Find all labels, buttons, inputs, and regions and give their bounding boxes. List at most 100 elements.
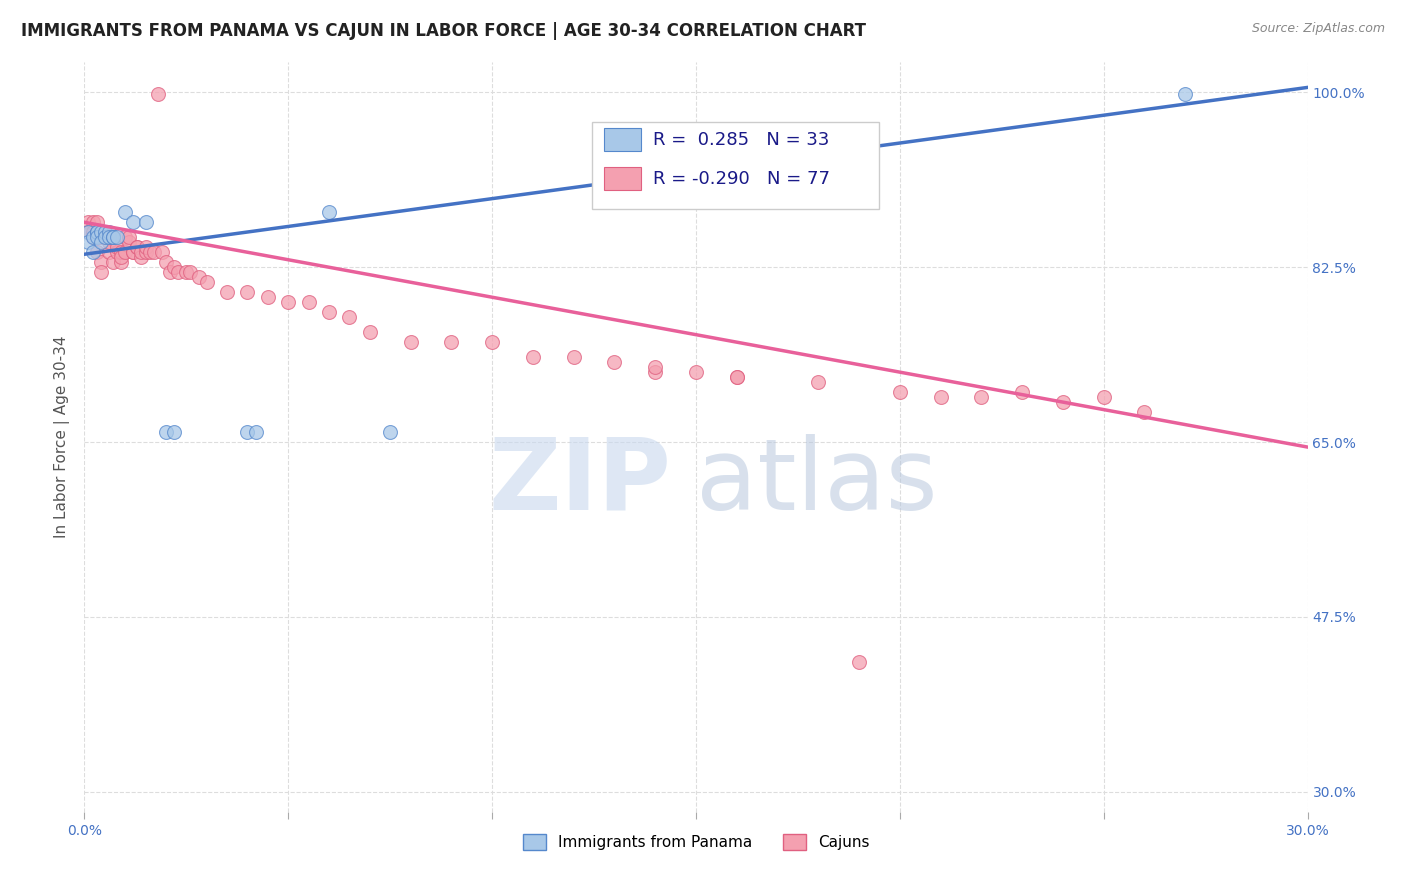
- Point: [685, 365, 707, 379]
- Point: [93, 230, 115, 244]
- Point: [97, 245, 120, 260]
- Point: [159, 265, 181, 279]
- Point: [135, 245, 157, 260]
- Point: [127, 240, 149, 254]
- Point: [97, 225, 120, 239]
- Point: [93, 225, 115, 239]
- Point: [114, 205, 136, 219]
- Point: [217, 285, 239, 300]
- Point: [277, 295, 299, 310]
- Point: [236, 425, 259, 439]
- Point: [86, 230, 108, 244]
- Point: [929, 390, 952, 404]
- Point: [1011, 385, 1033, 400]
- Point: [644, 360, 666, 375]
- Text: IMMIGRANTS FROM PANAMA VS CAJUN IN LABOR FORCE | AGE 30-34 CORRELATION CHART: IMMIGRANTS FROM PANAMA VS CAJUN IN LABOR…: [21, 22, 866, 40]
- Point: [359, 325, 381, 339]
- Point: [82, 230, 104, 244]
- Point: [138, 245, 160, 260]
- Point: [122, 245, 145, 260]
- Point: [93, 230, 115, 244]
- Point: [848, 655, 870, 669]
- Point: [97, 235, 120, 250]
- Point: [1052, 395, 1074, 409]
- Point: [257, 290, 280, 304]
- Point: [970, 390, 993, 404]
- Bar: [605, 168, 641, 190]
- Point: [179, 265, 201, 279]
- Point: [86, 225, 108, 239]
- Point: [135, 240, 157, 254]
- Point: [155, 425, 177, 439]
- Point: [163, 425, 186, 439]
- Point: [90, 230, 112, 244]
- Point: [93, 227, 115, 242]
- Point: [97, 230, 120, 244]
- Point: [131, 250, 153, 264]
- Point: [318, 305, 340, 319]
- Point: [77, 235, 100, 250]
- Point: [77, 215, 100, 229]
- Text: R = -0.290   N = 77: R = -0.290 N = 77: [654, 169, 830, 187]
- Point: [105, 240, 128, 254]
- Point: [90, 255, 112, 269]
- Point: [522, 350, 544, 364]
- Point: [101, 230, 124, 244]
- Point: [122, 245, 145, 260]
- Point: [86, 215, 108, 229]
- Point: [97, 230, 120, 244]
- Point: [318, 205, 340, 219]
- Point: [114, 230, 136, 244]
- Point: [77, 225, 100, 239]
- Point: [86, 245, 108, 260]
- Text: Source: ZipAtlas.com: Source: ZipAtlas.com: [1251, 22, 1385, 36]
- Point: [440, 335, 463, 350]
- Point: [86, 225, 108, 239]
- Point: [101, 255, 124, 269]
- Point: [725, 370, 748, 384]
- Point: [195, 275, 218, 289]
- Y-axis label: In Labor Force | Age 30-34: In Labor Force | Age 30-34: [55, 335, 70, 539]
- Point: [90, 225, 112, 239]
- Point: [110, 245, 132, 260]
- Point: [90, 235, 112, 250]
- Point: [86, 225, 108, 239]
- Point: [101, 230, 124, 244]
- Point: [155, 255, 177, 269]
- Point: [644, 365, 666, 379]
- Point: [807, 375, 830, 389]
- Point: [82, 225, 104, 239]
- Point: [101, 230, 124, 244]
- Point: [142, 245, 165, 260]
- Point: [146, 87, 169, 102]
- Point: [122, 215, 145, 229]
- Point: [82, 245, 104, 260]
- Point: [725, 370, 748, 384]
- Point: [187, 270, 209, 285]
- Point: [1092, 390, 1115, 404]
- Bar: [605, 128, 641, 151]
- Point: [298, 295, 321, 310]
- Point: [110, 250, 132, 264]
- Point: [131, 245, 153, 260]
- Point: [114, 245, 136, 260]
- Point: [889, 385, 911, 400]
- Point: [110, 255, 132, 269]
- Point: [399, 335, 422, 350]
- Point: [163, 260, 186, 275]
- Point: [174, 265, 197, 279]
- Point: [1133, 405, 1156, 419]
- Point: [236, 285, 259, 300]
- Point: [82, 215, 104, 229]
- Point: [93, 225, 115, 239]
- Point: [1174, 87, 1197, 102]
- Text: ZIP: ZIP: [489, 434, 672, 531]
- Text: atlas: atlas: [696, 434, 938, 531]
- Point: [118, 230, 141, 244]
- Point: [562, 350, 585, 364]
- Point: [127, 240, 149, 254]
- Point: [481, 335, 503, 350]
- FancyBboxPatch shape: [592, 122, 880, 209]
- Point: [603, 355, 626, 369]
- Point: [118, 235, 141, 250]
